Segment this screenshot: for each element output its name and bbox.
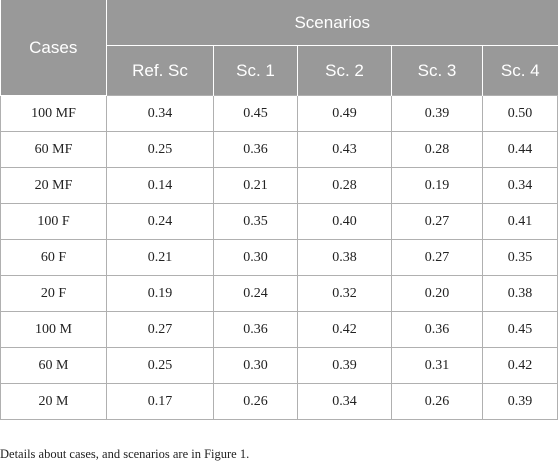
cell-value: 0.43: [297, 131, 392, 168]
cell-case: 20 MF: [0, 167, 107, 204]
table-footnote: Details about cases, and scenarios are i…: [0, 447, 250, 461]
cell-value: 0.42: [297, 311, 392, 348]
cell-value: 0.41: [482, 203, 558, 240]
cell-value: 0.50: [482, 95, 558, 132]
table-row: 100 F 0.24 0.35 0.40 0.27 0.41: [0, 203, 558, 240]
cell-value: 0.34: [106, 95, 214, 132]
header-col: Sc. 2: [297, 45, 392, 96]
cell-value: 0.45: [213, 95, 298, 132]
cell-value: 0.28: [297, 167, 392, 204]
cell-value: 0.38: [297, 239, 392, 276]
table-row: 100 M 0.27 0.36 0.42 0.36 0.45: [0, 311, 558, 348]
table-row: 100 MF 0.34 0.45 0.49 0.39 0.50: [0, 95, 558, 132]
cell-value: 0.25: [106, 347, 214, 384]
header-cases: Cases: [0, 0, 107, 96]
table-row: 20 MF 0.14 0.21 0.28 0.19 0.34: [0, 167, 558, 204]
cell-value: 0.25: [106, 131, 214, 168]
cell-value: 0.17: [106, 383, 214, 420]
cell-value: 0.34: [482, 167, 558, 204]
cell-value: 0.39: [297, 347, 392, 384]
cell-value: 0.28: [391, 131, 483, 168]
cell-value: 0.35: [482, 239, 558, 276]
table-row: 20 M 0.17 0.26 0.34 0.26 0.39: [0, 383, 558, 420]
cell-value: 0.26: [391, 383, 483, 420]
cell-value: 0.26: [213, 383, 298, 420]
cell-value: 0.40: [297, 203, 392, 240]
cell-value: 0.36: [213, 131, 298, 168]
data-table: Cases Scenarios Ref. Sc Sc. 1 Sc. 2 Sc. …: [0, 0, 558, 420]
table-body: 100 MF 0.34 0.45 0.49 0.39 0.50 60 MF 0.25 0.36 0…: [0, 95, 558, 420]
cell-value: 0.44: [482, 131, 558, 168]
cell-value: 0.24: [213, 275, 298, 312]
table-row: 20 F 0.19 0.24 0.32 0.20 0.38: [0, 275, 558, 312]
cell-value: 0.42: [482, 347, 558, 384]
cell-value: 0.21: [106, 239, 214, 276]
cell-case: 20 F: [0, 275, 107, 312]
table-row: 60 M 0.25 0.30 0.39 0.31 0.42: [0, 347, 558, 384]
cell-value: 0.36: [391, 311, 483, 348]
cell-value: 0.39: [391, 95, 483, 132]
cell-value: 0.30: [213, 347, 298, 384]
cell-case: 60 M: [0, 347, 107, 384]
table-header: Cases Scenarios Ref. Sc Sc. 1 Sc. 2 Sc. …: [0, 0, 558, 96]
cell-case: 100 F: [0, 203, 107, 240]
cell-value: 0.39: [482, 383, 558, 420]
cell-value: 0.36: [213, 311, 298, 348]
cell-value: 0.19: [106, 275, 214, 312]
cell-case: 100 M: [0, 311, 107, 348]
header-col: Sc. 3: [391, 45, 483, 96]
cell-value: 0.32: [297, 275, 392, 312]
cell-value: 0.27: [391, 203, 483, 240]
cell-value: 0.35: [213, 203, 298, 240]
cell-value: 0.27: [106, 311, 214, 348]
cell-value: 0.34: [297, 383, 392, 420]
cell-value: 0.20: [391, 275, 483, 312]
cell-case: 20 M: [0, 383, 107, 420]
cell-value: 0.38: [482, 275, 558, 312]
cell-case: 60 F: [0, 239, 107, 276]
cell-case: 60 MF: [0, 131, 107, 168]
header-col: Ref. Sc: [106, 45, 214, 96]
cell-value: 0.14: [106, 167, 214, 204]
table-row: 60 F 0.21 0.30 0.38 0.27 0.35: [0, 239, 558, 276]
cell-value: 0.19: [391, 167, 483, 204]
cell-value: 0.27: [391, 239, 483, 276]
cell-case: 100 MF: [0, 95, 107, 132]
cell-value: 0.24: [106, 203, 214, 240]
header-col: Sc. 1: [213, 45, 298, 96]
cell-value: 0.31: [391, 347, 483, 384]
cell-value: 0.45: [482, 311, 558, 348]
cell-value: 0.30: [213, 239, 298, 276]
data-table-container: Cases Scenarios Ref. Sc Sc. 1 Sc. 2 Sc. …: [0, 0, 558, 420]
cell-value: 0.21: [213, 167, 298, 204]
header-scenarios: Scenarios: [106, 0, 558, 46]
table-row: 60 MF 0.25 0.36 0.43 0.28 0.44: [0, 131, 558, 168]
cell-value: 0.49: [297, 95, 392, 132]
header-col: Sc. 4: [482, 45, 558, 96]
